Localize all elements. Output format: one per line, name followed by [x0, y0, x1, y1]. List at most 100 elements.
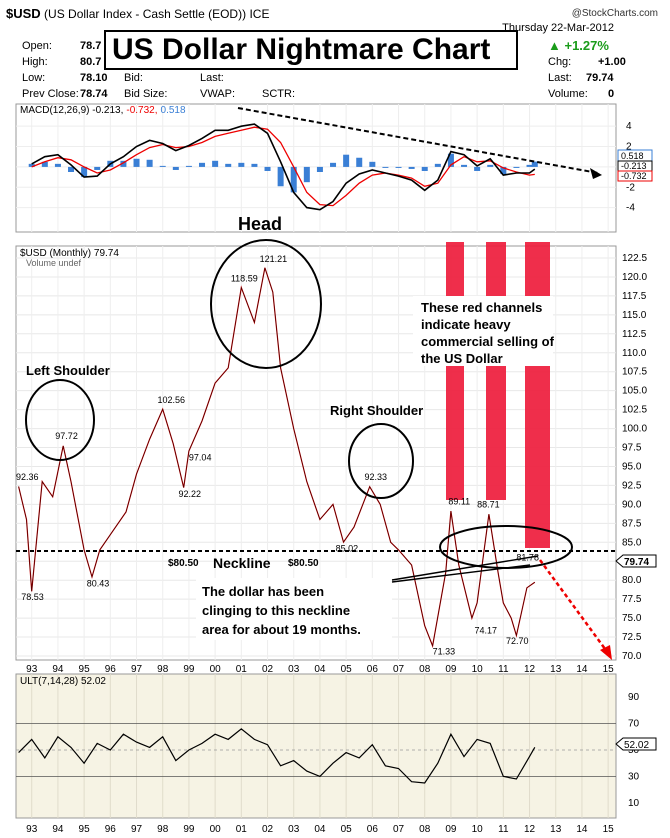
price-x-tick: 02 — [262, 664, 274, 675]
ult-line — [18, 728, 536, 784]
price-y-tick: 115.0 — [622, 310, 647, 321]
macd-histogram-bar — [474, 166, 481, 171]
price-label: 74.17 — [475, 625, 498, 635]
macd-histogram-bar — [500, 166, 507, 175]
volume-value: 0 — [608, 88, 615, 100]
price-label: 97.72 — [55, 431, 78, 441]
macd-histogram — [28, 153, 538, 193]
macd-y-tick: -2 — [626, 182, 635, 193]
ult-x-tick: 11 — [498, 824, 509, 835]
macd-histogram-bar — [356, 157, 363, 167]
ticker-symbol: $USD — [6, 6, 41, 21]
ult-x-tick: 04 — [314, 824, 326, 835]
red-note-line-3: commercial selling of — [421, 334, 555, 349]
macd-histogram-bar — [343, 154, 350, 167]
macd-tag-macd: -0.213 — [621, 161, 647, 171]
ult-y-tick: 70 — [628, 719, 640, 730]
price-y-tick: 97.5 — [622, 443, 642, 454]
price-x-tick: 95 — [79, 664, 91, 675]
price-y-tick: 80.0 — [622, 575, 642, 586]
left-shoulder-label: Left Shoulder — [26, 363, 110, 378]
price-label: 89.11 — [448, 496, 470, 506]
price-label: 92.22 — [178, 489, 201, 499]
macd-histogram-bar — [461, 164, 468, 167]
volume-legend: Volume undef — [26, 258, 82, 268]
ult-x-tick: 99 — [183, 824, 195, 835]
price-x-tick: 08 — [419, 664, 431, 675]
price-y-tick: 90.0 — [622, 499, 642, 510]
price-x-tick: 99 — [183, 664, 195, 675]
high-label: High: — [22, 56, 48, 68]
price-legend: $USD (Monthly) 79.74 — [20, 248, 119, 259]
last-price-tag-bg — [615, 554, 657, 568]
price-y-tick: 105.0 — [622, 386, 647, 397]
change-percent: ▲ +1.27% — [548, 38, 609, 53]
ult-x-tick: 02 — [262, 824, 274, 835]
macd-histogram-bar — [54, 163, 61, 167]
ticker-name: (US Dollar Index - Cash Settle (EOD)) — [44, 7, 247, 21]
left-shoulder-circle — [25, 379, 95, 461]
macd-histogram-bar — [303, 166, 310, 183]
right-shoulder-circle — [348, 423, 414, 499]
cling-line-2: clinging to this neckline — [202, 603, 350, 618]
price-x-tick: 09 — [445, 664, 457, 675]
macd-histogram-bar — [185, 165, 192, 167]
red-note-line-4: the US Dollar — [421, 351, 503, 366]
cling-pointer-2 — [391, 564, 531, 583]
last2-label: Last: — [548, 72, 572, 84]
macd-histogram-bar — [146, 159, 153, 167]
price-y-tick: 102.5 — [622, 405, 647, 416]
macd-histogram-bar — [199, 162, 206, 167]
macd-legend-signal: -0.732, — [126, 105, 157, 116]
price-y-tick: 107.5 — [622, 367, 647, 378]
volume-label: Volume: — [548, 88, 588, 100]
price-y-tick: 72.5 — [622, 632, 642, 643]
macd-histogram-bar — [447, 153, 454, 167]
price-y-tick: 95.0 — [622, 461, 642, 472]
price-x-tick: 05 — [341, 664, 353, 675]
macd-line — [31, 123, 536, 211]
exchange-name: ICE — [249, 7, 270, 21]
price-x-tick: 11 — [498, 664, 509, 675]
macd-histogram-bar — [421, 166, 428, 171]
macd-histogram-bar — [513, 166, 520, 168]
price-x-tick: 14 — [576, 664, 588, 675]
ult-x-tick: 12 — [524, 824, 536, 835]
macd-histogram-bar — [408, 166, 415, 169]
macd-histogram-bar — [277, 166, 284, 187]
price-label: 102.56 — [157, 395, 185, 405]
macd-histogram-bar — [238, 162, 245, 167]
macd-histogram-bar — [382, 166, 389, 168]
price-x-tick: 10 — [472, 664, 484, 675]
price-label: 121.21 — [260, 254, 288, 264]
open-value: 78.7 — [80, 40, 102, 52]
price-y-tick: 70.0 — [622, 651, 642, 662]
price-label: 85.02 — [336, 543, 359, 553]
price-x-tick: 15 — [603, 664, 615, 675]
macd-signal-line — [31, 126, 535, 207]
price-x-tick: 94 — [52, 664, 64, 675]
macd-arrow-head — [590, 168, 602, 179]
macd-histogram-bar — [526, 164, 533, 167]
macd-histogram-bar — [28, 163, 35, 167]
bid-label: Bid: — [124, 72, 143, 84]
head-circle — [210, 239, 322, 369]
price-x-tick: 00 — [210, 664, 222, 675]
macd-histogram-bar — [172, 166, 179, 170]
price-label: 92.36 — [16, 472, 39, 482]
price-label: 71.33 — [433, 646, 456, 656]
chg-value: +1.00 — [598, 56, 626, 68]
clinging-note-bg — [196, 578, 392, 640]
macd-histogram-bar — [81, 166, 88, 178]
ult-y-tick: 10 — [628, 798, 640, 809]
high-value: 80.7 — [80, 56, 102, 68]
vwap-label: VWAP: — [200, 88, 236, 100]
ult-x-tick: 96 — [105, 824, 117, 835]
red-channel-2 — [486, 242, 506, 500]
macd-histogram-bar — [159, 165, 166, 167]
ult-tag-bg — [615, 737, 657, 751]
macd-histogram-bar — [290, 166, 297, 193]
neckline-value-2: $80.50 — [288, 558, 319, 569]
last2-value: 79.74 — [586, 72, 614, 84]
ticker-title: $USD (US Dollar Index - Cash Settle (EOD… — [6, 6, 269, 21]
